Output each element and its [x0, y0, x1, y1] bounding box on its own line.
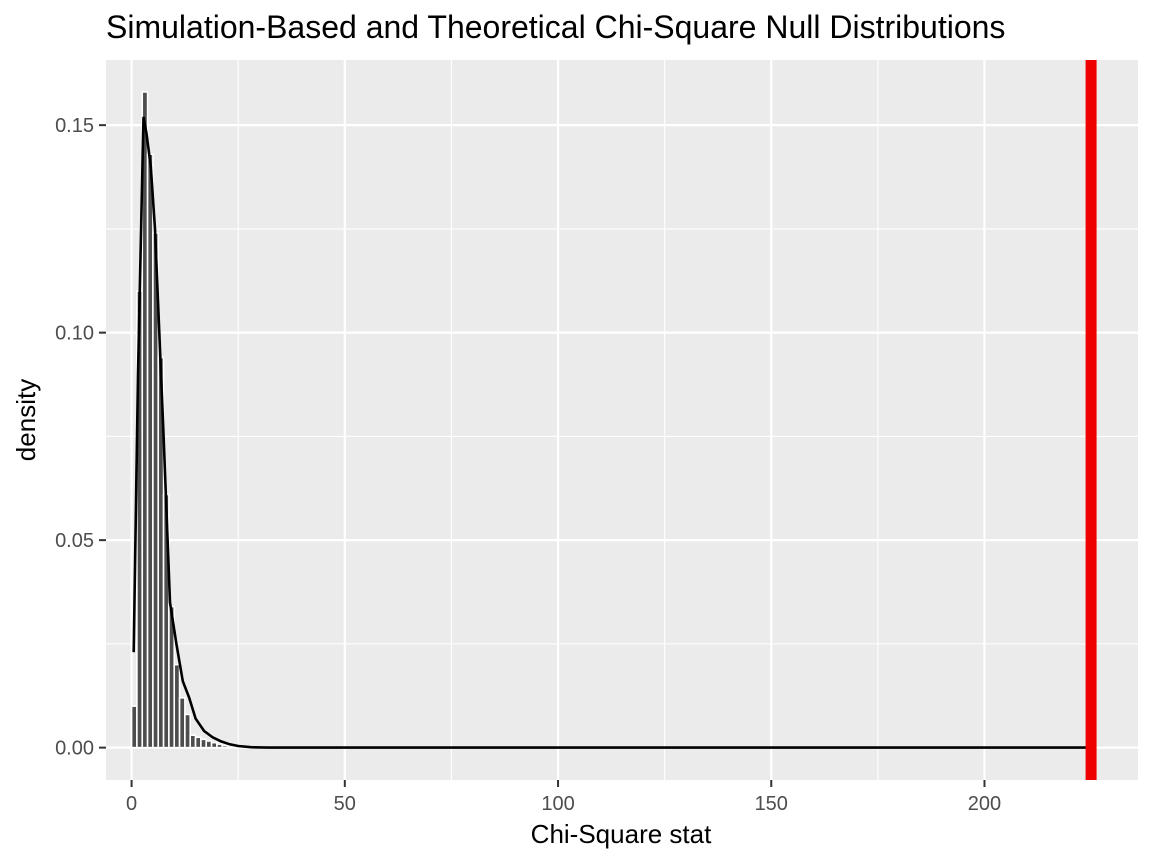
y-axis-title: density	[11, 379, 41, 461]
chart-title: Simulation-Based and Theoretical Chi-Squ…	[106, 9, 1005, 45]
x-axis: 0 50 100 150 200	[126, 780, 1001, 815]
y-tick-label: 0.15	[55, 115, 94, 137]
x-tick-label: 100	[541, 793, 574, 815]
x-axis-title: Chi-Square stat	[531, 819, 712, 849]
y-axis: 0.00 0.05 0.10 0.15	[55, 115, 106, 760]
y-tick-label: 0.10	[55, 323, 94, 345]
x-tick-label: 50	[334, 793, 356, 815]
y-tick-label: 0.00	[55, 738, 94, 760]
x-tick-label: 200	[968, 793, 1001, 815]
histogram-bars	[130, 91, 229, 749]
x-tick-label: 0	[126, 793, 137, 815]
y-tick-label: 0.05	[55, 530, 94, 552]
histogram-bar	[221, 744, 229, 749]
histogram-bar	[184, 713, 192, 749]
plot-panel	[106, 60, 1138, 780]
x-tick-label: 150	[755, 793, 788, 815]
theoretical-density-curve	[132, 116, 1087, 749]
